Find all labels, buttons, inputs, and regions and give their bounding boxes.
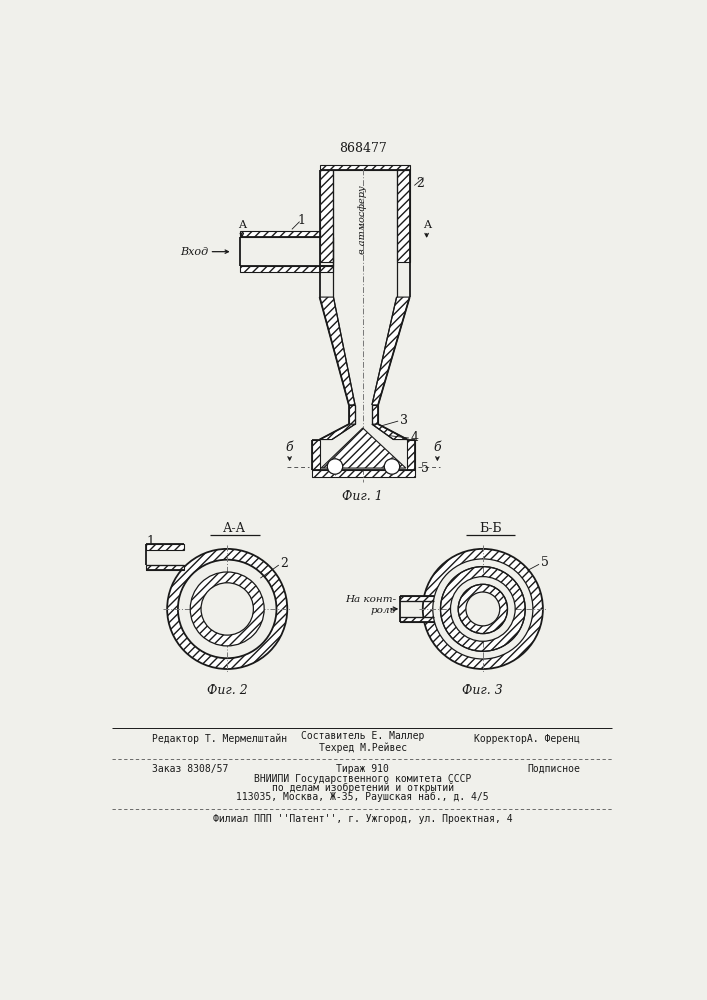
Polygon shape [372,405,378,424]
Polygon shape [146,565,184,570]
Text: Редактор Т. Мермелштайн: Редактор Т. Мермелштайн [152,734,287,744]
Text: б: б [286,441,293,454]
Text: Фиг. 1: Фиг. 1 [342,490,383,503]
Text: Фиг. 2: Фиг. 2 [207,684,247,697]
Text: 2: 2 [416,177,423,190]
Text: по делам изобретений и открытий: по делам изобретений и открытий [271,783,454,793]
Circle shape [178,560,276,658]
Polygon shape [407,440,415,470]
Text: б: б [433,441,441,454]
Polygon shape [399,617,434,622]
Text: A: A [238,220,246,230]
Text: в атмосферу: в атмосферу [358,186,367,254]
Text: 3: 3 [399,414,408,427]
Text: Фиг. 3: Фиг. 3 [462,684,503,697]
Circle shape [466,592,500,626]
Text: 5: 5 [541,556,549,569]
Text: 113035, Москва, Ж-35, Раушская наб., д. 4/5: 113035, Москва, Ж-35, Раушская наб., д. … [236,792,489,802]
Polygon shape [312,470,415,477]
Circle shape [458,584,508,634]
Circle shape [167,549,287,669]
Text: Составитель Е. Маллер: Составитель Е. Маллер [301,731,424,741]
Text: А-А: А-А [223,522,247,535]
Polygon shape [397,170,409,262]
Polygon shape [320,170,334,262]
Polygon shape [320,424,355,440]
Text: Заказ 8308/57: Заказ 8308/57 [152,764,228,774]
Polygon shape [349,405,355,424]
Polygon shape [372,297,409,405]
Polygon shape [320,165,409,170]
Text: Филиал ППП ''Патент'', г. Ужгород, ул. Проектная, 4: Филиал ППП ''Патент'', г. Ужгород, ул. П… [213,814,513,824]
Text: 1: 1 [298,214,306,227]
Text: 1: 1 [146,535,154,548]
Text: Тираж 910: Тираж 910 [337,764,389,774]
Text: 2: 2 [281,557,288,570]
Text: На конт-
роль: На конт- роль [345,595,396,615]
Text: Техред М.Рейвес: Техред М.Рейвес [319,743,407,753]
Polygon shape [320,297,355,405]
Polygon shape [321,428,406,468]
Polygon shape [146,544,184,550]
Circle shape [423,549,543,669]
Text: КорректорА. Ференц: КорректорА. Ференц [474,734,580,744]
Text: Б-Б: Б-Б [479,522,502,535]
Text: Вход: Вход [180,247,208,257]
Text: ВНИИПИ Государственного комитета СССР: ВНИИПИ Государственного комитета СССР [254,774,472,784]
Circle shape [450,577,515,641]
Text: Подписное: Подписное [527,764,580,774]
Circle shape [440,567,525,651]
Text: 868477: 868477 [339,142,387,155]
Circle shape [201,583,253,635]
Text: A: A [423,220,431,230]
Text: 4: 4 [411,431,419,444]
Circle shape [190,572,264,646]
Polygon shape [372,424,407,440]
Polygon shape [312,440,320,470]
Circle shape [385,459,399,474]
Polygon shape [240,266,334,272]
Polygon shape [399,596,434,601]
Polygon shape [240,231,320,237]
Text: 5: 5 [421,462,429,475]
Circle shape [327,459,343,474]
Circle shape [433,559,533,659]
